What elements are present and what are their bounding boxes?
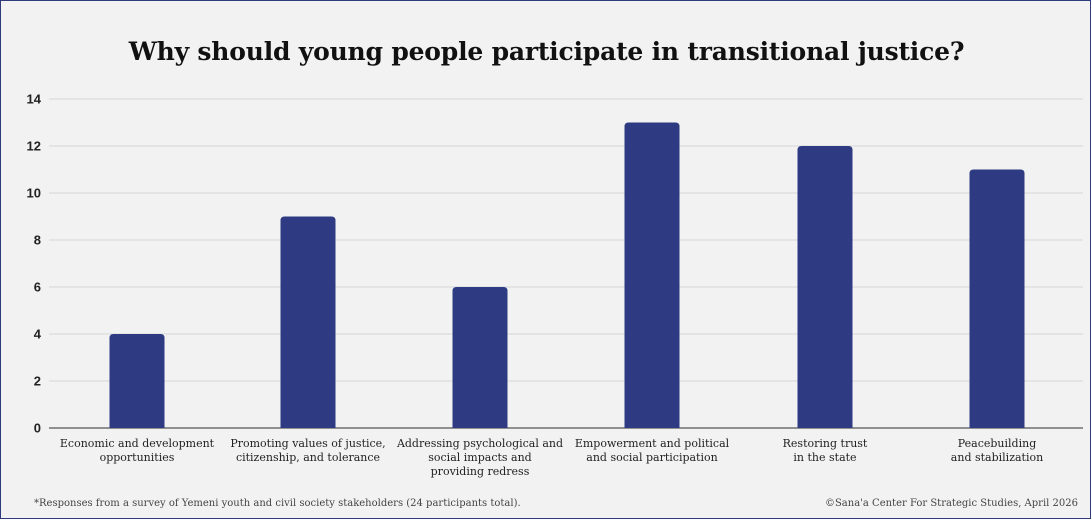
x-category-label: Empowerment and political and social part…	[575, 437, 730, 464]
x-category-label: Peacebuilding and stabilization	[951, 437, 1043, 464]
x-category-label-line: Promoting values of justice,	[230, 437, 385, 450]
bar	[452, 287, 508, 428]
y-tick-label: 6	[34, 280, 41, 295]
footnote: *Responses from a survey of Yemeni youth…	[34, 498, 521, 509]
x-category-label-line: and stabilization	[951, 451, 1043, 464]
x-category-label-line: Empowerment and political	[575, 437, 730, 450]
bar	[624, 122, 680, 428]
bar	[969, 169, 1025, 428]
x-category-label-line: opportunities	[100, 451, 175, 464]
x-category-label-line: in the state	[793, 451, 856, 464]
y-tick-label: 2	[34, 374, 41, 389]
x-category-label-line: social impacts and	[428, 451, 531, 464]
x-category-label-line: and social participation	[586, 451, 717, 464]
bar	[109, 334, 165, 428]
y-tick-label: 8	[34, 233, 41, 248]
y-tick-label: 10	[27, 186, 41, 201]
x-category-label: Restoring trust in the state	[783, 437, 868, 464]
bar	[280, 216, 336, 428]
credit-line: ©Sana'a Center For Strategic Studies, Ap…	[824, 498, 1078, 509]
x-category-label: Economic and development opportunities	[60, 437, 215, 464]
x-category-label: Promoting values of justice, citizenship,…	[230, 437, 385, 464]
x-category-label-line: providing redress	[431, 465, 530, 478]
x-category-label: Addressing psychological and social impac…	[396, 437, 563, 478]
x-category-label-line: Restoring trust	[783, 437, 868, 450]
x-category-label-line: Addressing psychological and	[396, 437, 563, 450]
y-tick-label: 14	[27, 92, 42, 107]
y-tick-label: 4	[34, 327, 42, 342]
y-tick-label: 12	[27, 139, 41, 154]
x-category-label-line: Peacebuilding	[958, 437, 1037, 450]
x-category-label-line: Economic and development	[60, 437, 215, 450]
bar	[797, 146, 853, 428]
x-category-label-line: citizenship, and tolerance	[236, 451, 380, 464]
chart-title: Why should young people participate in t…	[128, 37, 965, 66]
y-tick-label: 0	[34, 421, 41, 436]
